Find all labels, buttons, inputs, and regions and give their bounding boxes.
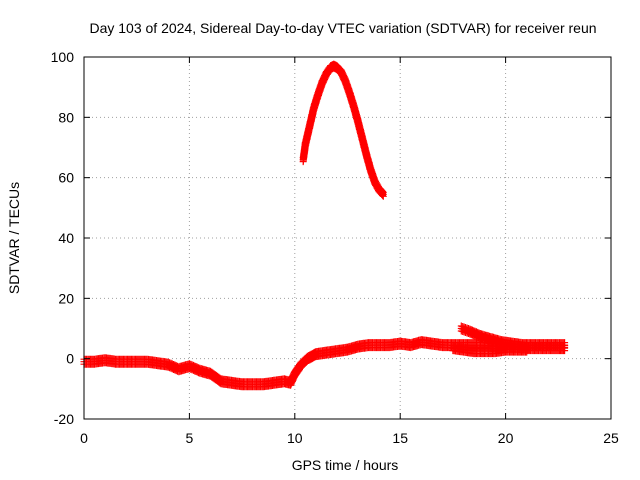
y-tick-label: 20 xyxy=(58,290,74,306)
y-tick-label: 0 xyxy=(66,351,74,367)
y-tick-label: -20 xyxy=(54,411,74,427)
y-tick-label: 80 xyxy=(58,109,74,125)
series-arc xyxy=(299,60,387,200)
y-axis-label: SDTVAR / TECUs xyxy=(6,182,22,294)
y-tick-label: 40 xyxy=(58,230,74,246)
data-layer xyxy=(80,60,569,391)
x-tick-label: 5 xyxy=(186,430,194,446)
series-lower-band xyxy=(449,342,531,358)
x-tick-label: 20 xyxy=(498,430,514,446)
plot-frame xyxy=(83,56,612,420)
x-tick-label: 10 xyxy=(287,430,303,446)
y-tick-label: 100 xyxy=(51,49,75,65)
x-axis-label: GPS time / hours xyxy=(292,457,399,473)
y-tick-label: 60 xyxy=(58,170,74,186)
axis-ticks: 0 5 10 15 20 25 -20 0 20 40 60 80 100 xyxy=(51,49,619,446)
grid xyxy=(84,57,611,419)
x-tick-label: 15 xyxy=(392,430,408,446)
data-markers xyxy=(299,60,387,200)
x-tick-label: 0 xyxy=(80,430,88,446)
data-markers xyxy=(449,342,531,358)
x-tick-label: 25 xyxy=(603,430,619,446)
chart-title: Day 103 of 2024, Sidereal Day-to-day VTE… xyxy=(89,20,596,36)
